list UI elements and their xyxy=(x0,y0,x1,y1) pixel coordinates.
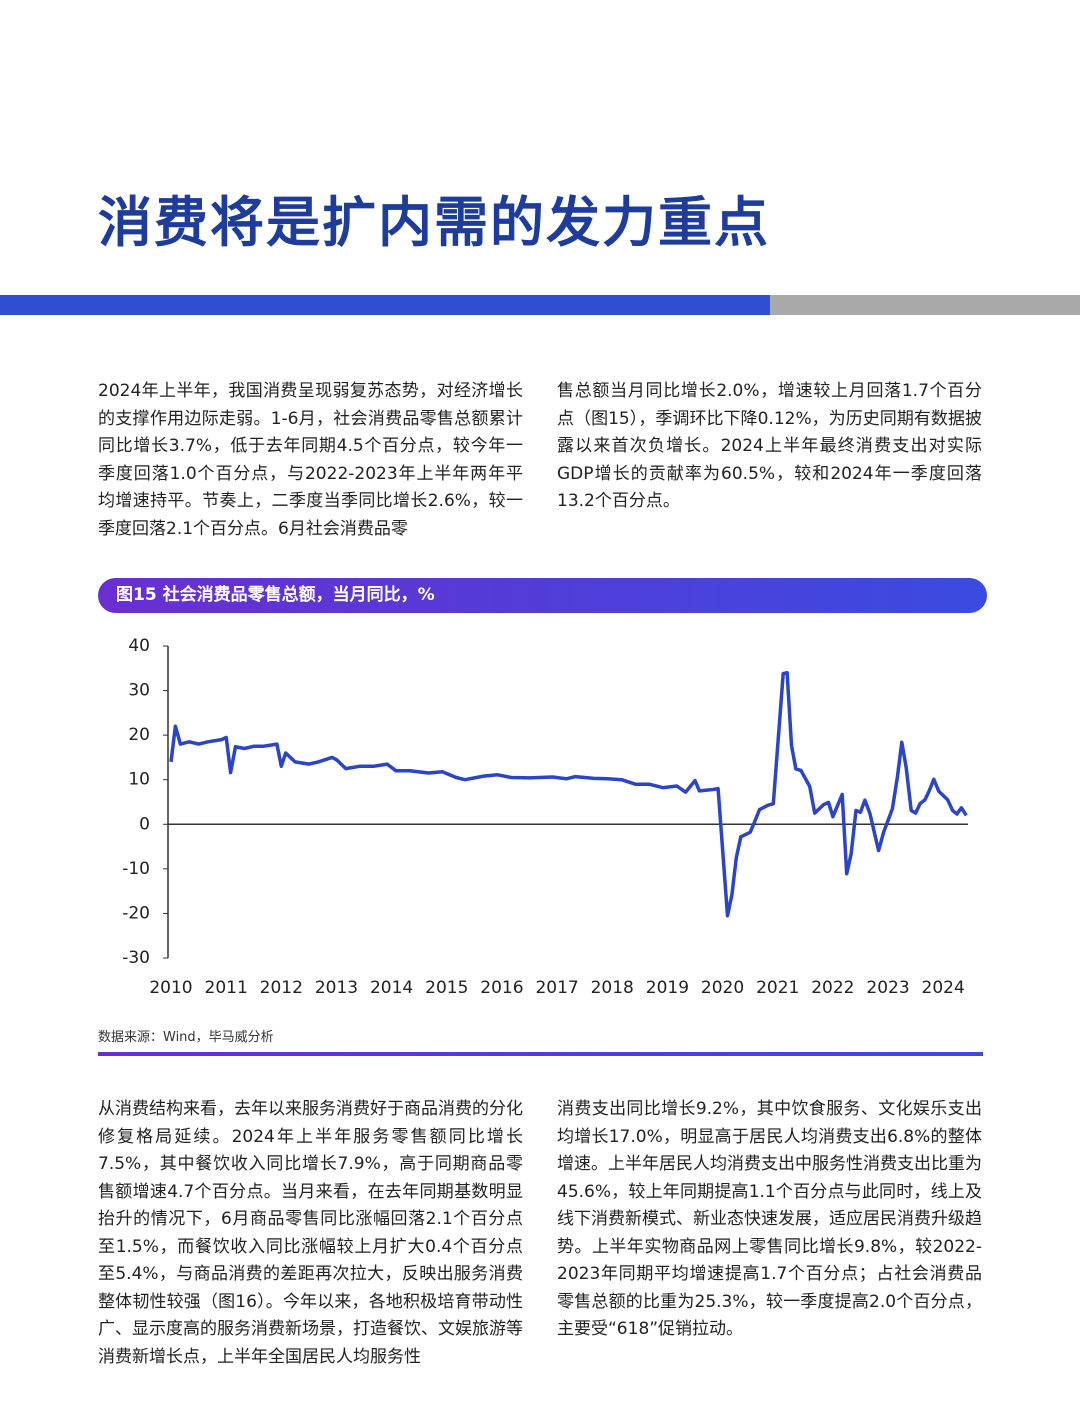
chart-title: 图15 社会消费品零售总额，当月同比，% xyxy=(98,578,987,613)
y-tick-label: -20 xyxy=(122,903,150,923)
y-tick-label: 40 xyxy=(128,636,150,656)
x-tick-label: 2022 xyxy=(811,978,854,998)
x-tick-label: 2023 xyxy=(866,978,909,998)
chart: -30 -20 -10 0 10 20 30 40 2010 2011 2012 2013 2014 20… xyxy=(122,636,968,998)
x-tick-label: 2018 xyxy=(591,978,634,998)
divider xyxy=(98,1052,983,1056)
y-tick-label: 0 xyxy=(139,814,150,834)
x-tick-label: 2021 xyxy=(756,978,799,998)
x-tick-label: 2017 xyxy=(535,978,578,998)
y-tick-label: 20 xyxy=(128,725,150,745)
y-tick-label: 10 xyxy=(128,770,150,790)
data-line xyxy=(169,670,968,918)
x-tick-label: 2024 xyxy=(922,978,965,998)
x-tick-label: 2012 xyxy=(260,978,303,998)
header-bar-gray xyxy=(770,295,1080,315)
paragraph: 售总额当月同比增长2.0%，增速较上月回落1.7个百分点（图15），季调环比下降… xyxy=(557,381,982,511)
x-tick-label: 2019 xyxy=(646,978,689,998)
x-tick-label: 2010 xyxy=(149,978,192,998)
x-tick-label: 2013 xyxy=(315,978,358,998)
paragraph: 从消费结构来看，去年以来服务消费好于商品消费的分化修复格局延续。2024年上半年… xyxy=(98,1099,523,1367)
y-tick-label: -10 xyxy=(122,859,150,879)
x-tick-label: 2016 xyxy=(480,978,523,998)
header-bar xyxy=(0,295,770,315)
y-tick-label: 30 xyxy=(128,681,150,701)
x-tick-label: 2020 xyxy=(701,978,744,998)
chart-source: 数据来源：Wind，毕马威分析 xyxy=(98,1030,274,1045)
x-tick-label: 2011 xyxy=(205,978,248,998)
y-tick-label: -30 xyxy=(122,948,150,968)
paragraph: 2024年上半年，我国消费呈现弱复苏态势，对经济增长的支撑作用边际走弱。1-6月… xyxy=(98,381,523,539)
page-title: 消费将是扩内需的发力重点 xyxy=(98,191,770,254)
paragraph: 消费支出同比增长9.2%，其中饮食服务、文化娱乐支出均增长17.0%，明显高于居… xyxy=(557,1099,982,1339)
x-tick-label: 2015 xyxy=(425,978,468,998)
x-tick-label: 2014 xyxy=(370,978,413,998)
